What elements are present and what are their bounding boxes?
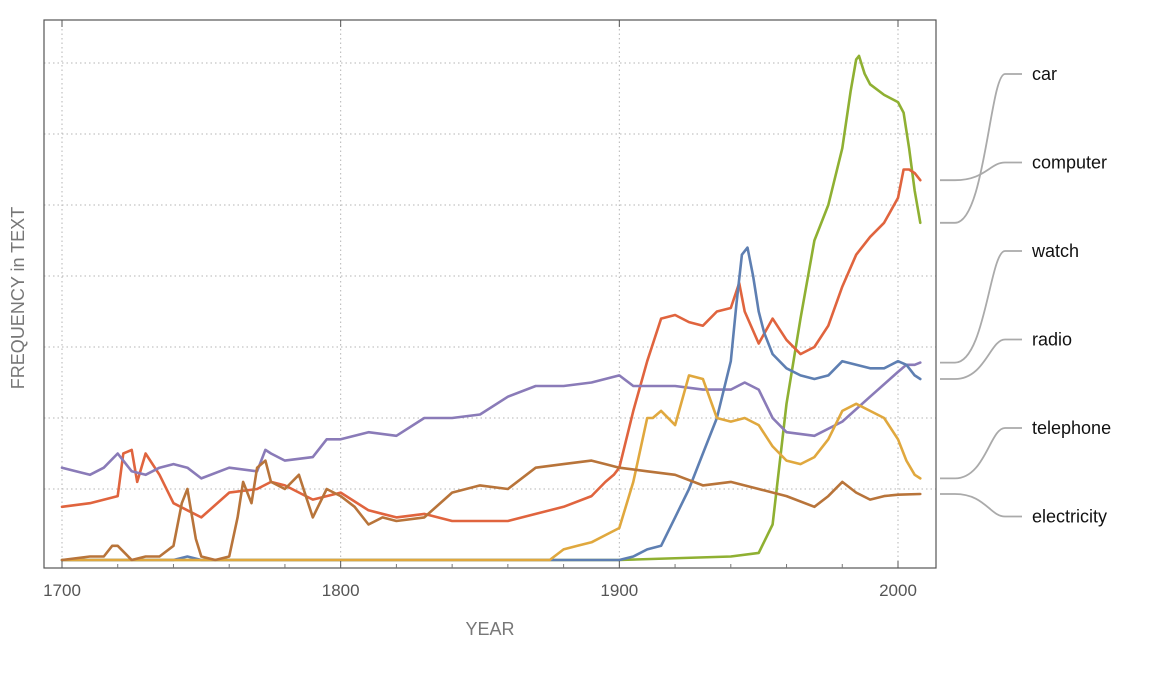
x-tick-label: 1900	[600, 581, 638, 600]
legend-connector	[940, 73, 1022, 224]
legend-label-computer: computer	[1032, 153, 1107, 173]
legend-connector	[940, 493, 1022, 518]
series-line-telephone	[60, 374, 922, 562]
series-line-computer	[60, 168, 922, 523]
x-tick-label: 1800	[322, 581, 360, 600]
series-lines	[60, 54, 922, 562]
legend-label-car: car	[1032, 64, 1057, 84]
x-tick-label: 1700	[43, 581, 81, 600]
legend-label-radio: radio	[1032, 330, 1072, 350]
x-axis-title: YEAR	[465, 619, 514, 639]
x-axis-ticks: 1700 1800 1900 2000	[43, 20, 917, 600]
legend-label-electricity: electricity	[1032, 507, 1107, 527]
y-axis-title: FREQUENCY in TEXT	[8, 207, 28, 389]
x-tick-label: 2000	[879, 581, 917, 600]
plot-frame	[43, 19, 937, 569]
gridlines	[44, 20, 936, 568]
plot-border	[43, 19, 937, 569]
legend-connector	[940, 338, 1022, 380]
legend: car computer watch radio telephone electricit…	[940, 64, 1111, 527]
legend-connector	[940, 161, 1022, 182]
legend-connector	[940, 427, 1022, 480]
series-line-car	[60, 54, 922, 562]
legend-label-watch: watch	[1031, 241, 1079, 261]
series-line-electricity	[60, 459, 922, 562]
legend-label-telephone: telephone	[1032, 418, 1111, 438]
legend-connector	[940, 250, 1022, 364]
series-line-watch	[60, 361, 922, 480]
